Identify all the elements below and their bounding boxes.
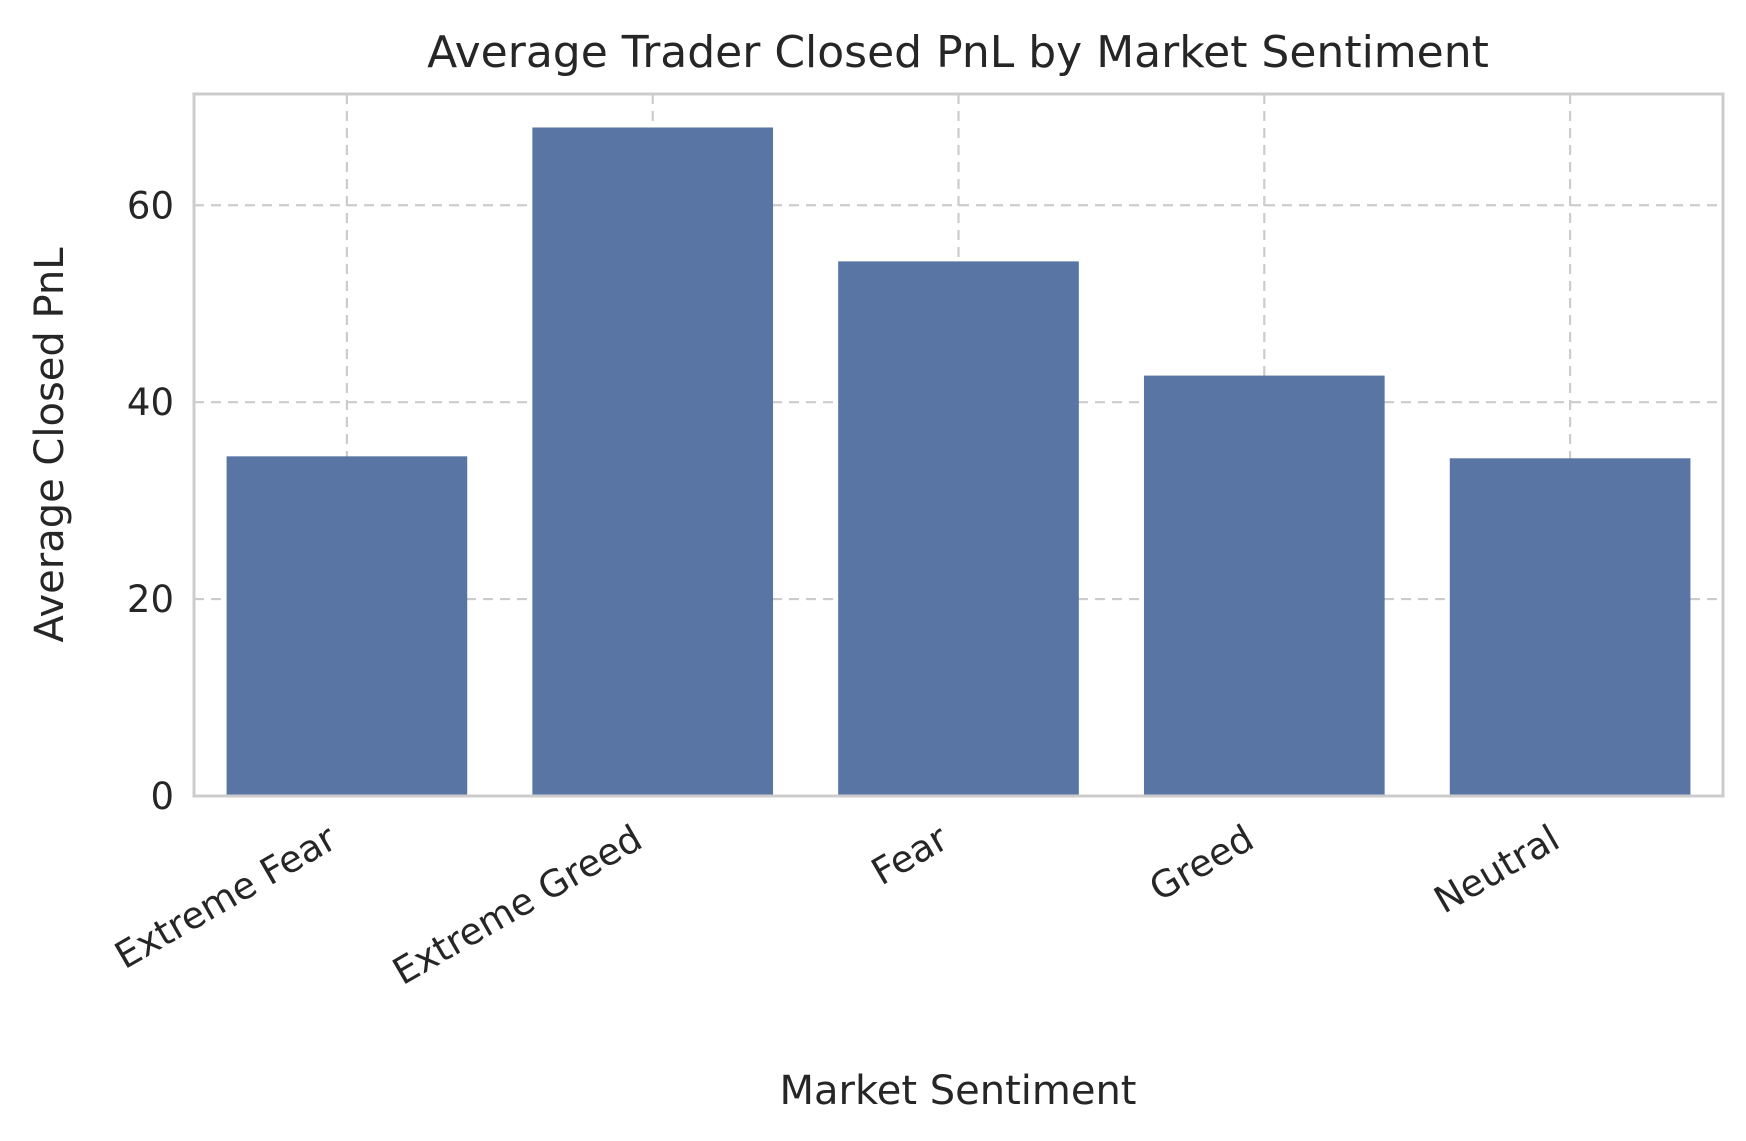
y-axis-ticks: 0 20 40 60	[127, 184, 174, 818]
x-tick-label: Extreme Greed	[386, 817, 650, 994]
y-tick-label: 60	[127, 184, 174, 227]
bar-greed	[1143, 375, 1385, 796]
y-tick-label: 0	[150, 775, 174, 818]
x-tick-label: Neutral	[1427, 817, 1567, 923]
bar-fear	[838, 261, 1079, 796]
chart-title: Average Trader Closed PnL by Market Sent…	[427, 27, 1489, 78]
y-tick-label: 20	[127, 578, 174, 621]
x-axis-ticks: Extreme Fear Extreme Greed Fear Greed Neutra…	[108, 816, 1567, 993]
bars	[226, 127, 1691, 796]
plot-frame	[192, 92, 1725, 798]
bar-extreme-greed	[532, 127, 774, 796]
bar-extreme-fear	[226, 456, 468, 796]
y-axis-label: Average Closed PnL	[27, 247, 73, 643]
x-tick-label: Fear	[864, 816, 955, 894]
x-tick-label: Extreme Fear	[108, 816, 344, 977]
y-tick-label: 40	[127, 381, 174, 424]
x-axis-label: Market Sentiment	[780, 1068, 1137, 1114]
bar-neutral	[1449, 458, 1691, 796]
x-tick-label: Greed	[1142, 817, 1261, 910]
